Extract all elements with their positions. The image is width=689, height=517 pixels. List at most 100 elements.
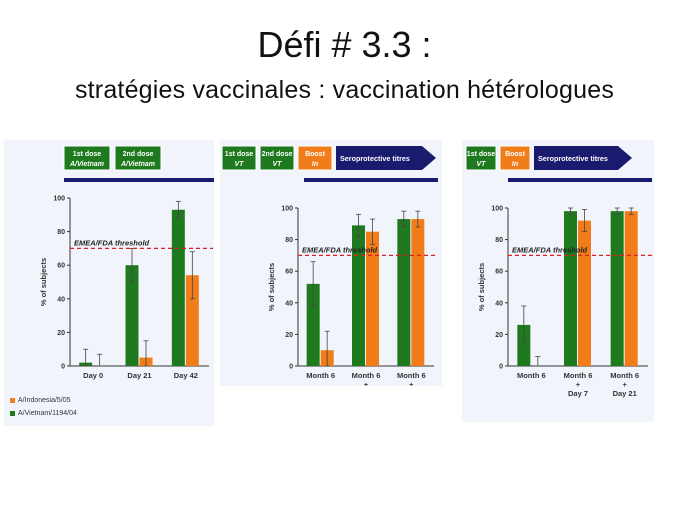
- y-tick-label: 100: [281, 206, 293, 213]
- header-underline: [508, 178, 652, 182]
- header-box-line2: A/Vietnam: [120, 161, 155, 168]
- header-box: 1st dose VT: [465, 145, 497, 171]
- header-box-line2: VT: [273, 161, 283, 168]
- y-tick-label: 20: [57, 330, 65, 337]
- x-tick-label: Day 21: [613, 389, 637, 398]
- arrow-label: Seroprotective titres: [340, 154, 410, 163]
- bar: [125, 265, 139, 366]
- threshold-label: EMEA/FDA threshold: [302, 245, 378, 254]
- bar: [624, 211, 638, 366]
- header-box-bg: [465, 145, 497, 171]
- y-tick-label: 20: [285, 332, 293, 339]
- header-box-line1: 2nd dose: [123, 151, 154, 158]
- x-tick-label: +: [622, 380, 627, 389]
- x-tick-label: Day 21: [127, 371, 151, 380]
- bar: [517, 324, 531, 366]
- y-tick-label: 20: [495, 332, 503, 339]
- x-tick-label: Day 0: [83, 371, 103, 380]
- threshold-label: EMEA/FDA threshold: [512, 245, 588, 254]
- header-box-line1: Boost: [505, 151, 526, 158]
- chart-panel-1: 1st dose A/Vietnam 2nd dose A/Vietnam 0 20 40 6…: [4, 140, 214, 426]
- header-box: 2nd dose A/Vietnam: [114, 145, 162, 171]
- header-box-line2: A/Vietnam: [69, 161, 104, 168]
- threshold-label: EMEA/FDA threshold: [74, 238, 150, 247]
- header-box-bg: [114, 145, 162, 171]
- legend-label: A/Indonesia/5/05: [18, 397, 71, 404]
- y-axis-label: % of subjects: [477, 263, 486, 311]
- legend-item-vietnam: A/Vietnam/1194/04: [10, 410, 77, 417]
- legend-swatch-orange: [10, 398, 15, 403]
- header-box-bg: [297, 145, 333, 171]
- header-box-line2: VT: [477, 161, 487, 168]
- header-underline: [64, 178, 214, 182]
- x-tick-label: Month 6: [610, 371, 639, 380]
- chart-panel-3: 1st dose VT Boost In Seroprotective titres 0 2…: [462, 140, 654, 422]
- bar: [366, 231, 379, 366]
- x-tick-label: Day 7: [568, 389, 588, 398]
- header-box: Boost In: [499, 145, 531, 171]
- bar: [578, 220, 591, 366]
- y-tick-label: 40: [285, 300, 293, 307]
- y-axis-label: % of subjects: [267, 263, 276, 311]
- legend-label: A/Vietnam/1194/04: [18, 410, 77, 417]
- y-tick-label: 0: [289, 364, 293, 371]
- x-tick-label: Month 6: [397, 371, 426, 380]
- y-tick-label: 40: [495, 300, 503, 307]
- y-tick-label: 60: [285, 269, 293, 276]
- y-tick-label: 80: [285, 237, 293, 244]
- legend-swatch-green: [10, 411, 15, 416]
- bar: [171, 209, 185, 366]
- seroprotective-arrow: [336, 146, 436, 170]
- arrow-label: Seroprotective titres: [538, 154, 608, 163]
- legend: A/Indonesia/5/05 A/Vietnam/1194/04: [4, 392, 214, 426]
- bar: [397, 219, 411, 366]
- header-box-bg: [221, 145, 257, 171]
- header-box-line2: In: [512, 161, 518, 168]
- y-tick-label: 60: [495, 269, 503, 276]
- slide-subtitle: stratégies vaccinales : vaccination hété…: [74, 76, 615, 104]
- bar: [185, 275, 199, 366]
- header-box-line1: 1st dose: [73, 151, 102, 158]
- x-tick-label: Month 6: [306, 371, 335, 380]
- y-tick-label: 40: [57, 296, 65, 303]
- x-tick-label: +: [364, 380, 369, 386]
- header-box: 1st dose VT: [221, 145, 257, 171]
- header-underline: [304, 178, 438, 182]
- header-box-line1: 1st dose: [467, 151, 496, 158]
- chart-svg: 1st dose VT Boost In Seroprotective titres 0 2…: [465, 145, 652, 398]
- header-box-line1: 2nd dose: [262, 151, 293, 158]
- bar: [352, 225, 365, 366]
- header-box: 2nd dose VT: [259, 145, 295, 171]
- header-box-line2: In: [312, 161, 318, 168]
- header-box-line1: 1st dose: [225, 151, 254, 158]
- x-tick-label: Month 6: [517, 371, 546, 380]
- y-tick-label: 0: [61, 364, 65, 371]
- y-tick-label: 60: [57, 263, 65, 270]
- x-tick-label: Month 6: [564, 371, 593, 380]
- y-tick-label: 0: [499, 364, 503, 371]
- header-box-bg: [259, 145, 295, 171]
- header-box: Boost In: [297, 145, 333, 171]
- y-tick-label: 80: [495, 237, 503, 244]
- x-tick-label: +: [576, 380, 581, 389]
- x-tick-label: +: [409, 380, 414, 386]
- x-tick-label: Day 42: [174, 371, 198, 380]
- bar: [411, 219, 425, 366]
- x-tick-label: Month 6: [352, 371, 381, 380]
- y-tick-label: 100: [491, 206, 503, 213]
- chart-panel-2: 1st dose VT 2nd dose VT Boost In Seroprotectiv…: [220, 140, 442, 386]
- chart-svg: 1st dose A/Vietnam 2nd dose A/Vietnam 0 20 40 6…: [39, 145, 214, 380]
- legend-item-indonesia: A/Indonesia/5/05: [10, 397, 71, 404]
- bar: [306, 283, 320, 366]
- bar: [564, 211, 577, 366]
- y-tick-label: 80: [57, 229, 65, 236]
- seroprotective-arrow: [534, 146, 632, 170]
- header-box-bg: [499, 145, 531, 171]
- chart-svg: 1st dose VT 2nd dose VT Boost In Seroprotectiv…: [221, 145, 438, 386]
- bar: [610, 211, 624, 366]
- slide-title: Défi # 3.3 :: [257, 24, 432, 65]
- header-box-line2: VT: [235, 161, 245, 168]
- y-axis-label: % of subjects: [39, 258, 48, 306]
- header-box-line1: Boost: [305, 151, 326, 158]
- header-box-bg: [63, 145, 111, 171]
